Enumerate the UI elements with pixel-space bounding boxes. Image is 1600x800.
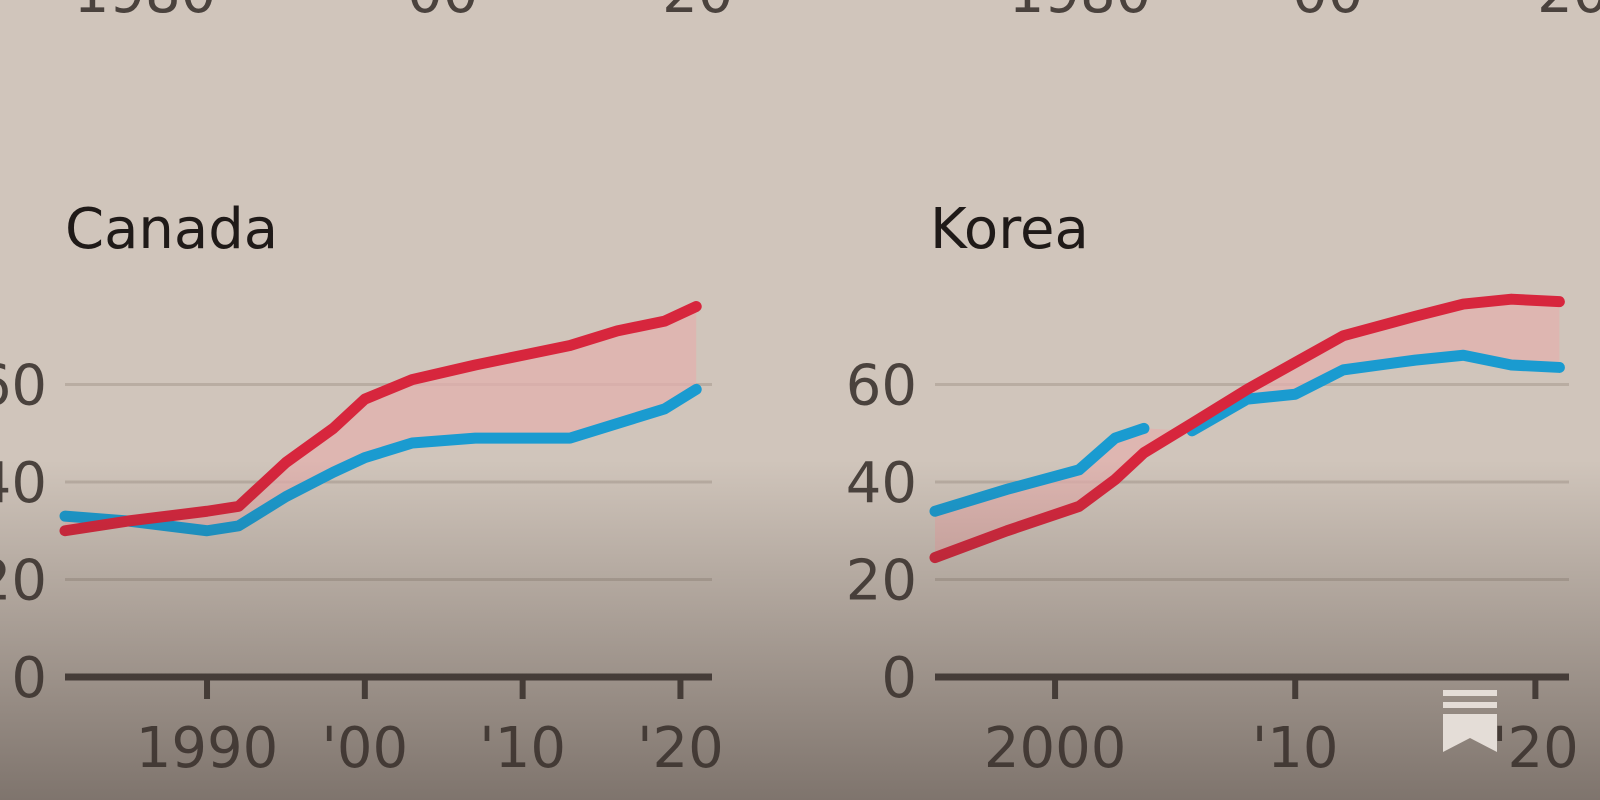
icon-bar	[1443, 690, 1497, 696]
icon-bookmark	[1443, 714, 1497, 752]
bookmark-icon[interactable]	[1443, 690, 1497, 752]
x-tick-label: '10	[1252, 716, 1339, 781]
cropped-x-tick-label: 1980	[74, 0, 217, 26]
x-tick-label: 2000	[984, 716, 1127, 781]
x-tick-label: '10	[479, 716, 566, 781]
y-tick-label: 20	[846, 549, 917, 614]
cropped-x-tick-label: '20	[647, 0, 734, 26]
x-tick-label: '20	[1492, 716, 1579, 781]
cropped-x-tick-label: 1980	[1009, 0, 1152, 26]
x-tick-label: 1990	[136, 716, 279, 781]
y-tick-label: 20	[0, 549, 47, 614]
cropped-x-tick-label: '20	[1522, 0, 1600, 26]
cropped-x-tick-label: '00	[392, 0, 479, 26]
y-tick-label: 60	[846, 354, 917, 419]
y-tick-label: 60	[0, 354, 47, 419]
cropped-x-tick-label: '00	[1277, 0, 1364, 26]
y-tick-label: 40	[0, 451, 47, 516]
x-tick-label: '00	[322, 716, 409, 781]
gap-band	[65, 306, 697, 531]
chart-title: Canada	[65, 197, 278, 262]
x-tick-label: '20	[637, 716, 724, 781]
y-tick-label: 0	[881, 646, 917, 711]
icon-bar	[1443, 702, 1497, 708]
y-tick-label: 40	[846, 451, 917, 516]
chart-title: Korea	[930, 197, 1089, 262]
y-tick-label: 0	[11, 646, 47, 711]
